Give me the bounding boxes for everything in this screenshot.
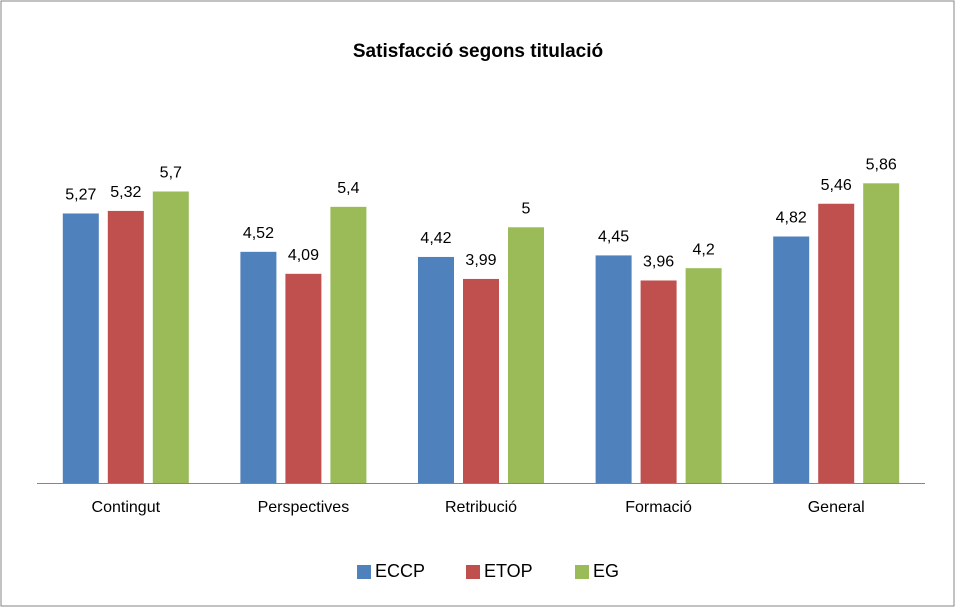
bar [463,278,499,483]
bar [285,273,322,483]
legend-label: ECCP [375,561,425,581]
legend-label: EG [593,561,619,581]
data-label: 4,82 [776,210,807,227]
x-tick-label: General [808,499,865,516]
bar [418,256,454,483]
data-label: 4,09 [288,247,319,264]
bar [863,183,900,483]
data-label: 3,99 [465,252,496,269]
data-label: 4,45 [598,229,629,246]
data-label: 5,86 [866,157,897,174]
bar [240,251,277,483]
bar [107,210,144,484]
bar [685,268,722,483]
bar [62,213,99,483]
bar [640,280,677,483]
bar [152,191,189,483]
data-label: 4,42 [420,230,451,247]
bar [330,206,367,484]
bar [595,255,632,483]
bar [773,236,810,483]
data-label: 5,7 [160,165,182,182]
data-label: 5,27 [65,187,96,204]
data-label: 5,32 [110,184,141,201]
data-label: 5,4 [337,180,359,197]
legend-swatch [575,565,589,579]
data-label: 4,52 [243,225,274,242]
data-label: 5,46 [821,177,852,194]
legend-swatch [466,565,480,579]
bar [508,227,544,483]
x-tick-label: Perspectives [258,499,350,516]
data-label: 4,2 [692,241,714,258]
x-tick-label: Formació [625,499,692,516]
x-tick-label: Contingut [92,499,161,516]
data-label: 3,96 [643,254,674,271]
x-tick-label: Retribució [445,499,517,516]
legend-label: ETOP [484,561,533,581]
chart-title: Satisfacció segons titulació [353,41,603,62]
bar [818,203,855,483]
legend-swatch [357,565,371,579]
data-label: 5 [522,201,531,218]
